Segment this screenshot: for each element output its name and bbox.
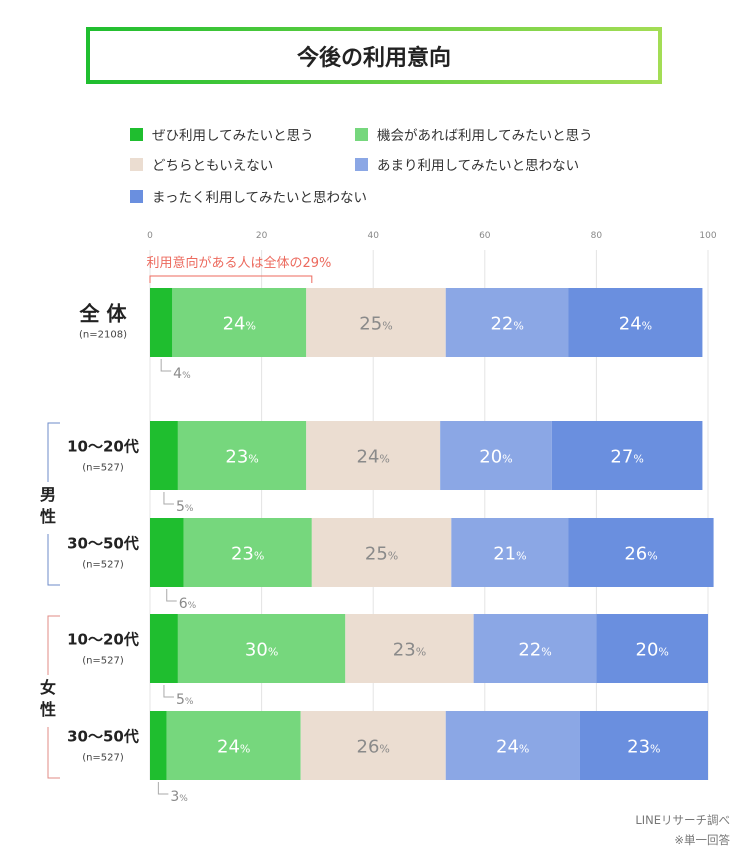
bar-segment xyxy=(445,711,580,780)
source-note: LINEリサーチ調べ xyxy=(635,813,730,827)
bar-segment xyxy=(150,421,178,490)
row-label: 10〜20代 xyxy=(67,438,139,456)
data-label: 23% xyxy=(231,544,264,565)
data-label: 4% xyxy=(173,366,191,382)
data-label: 26% xyxy=(624,544,657,565)
answer-note: ※単一回答 xyxy=(674,833,730,847)
callout-line xyxy=(160,359,172,372)
x-tick-label: 60 xyxy=(479,231,491,241)
legend-item: ぜひ利用してみたいと思う xyxy=(130,124,314,144)
x-tick-label: 0 xyxy=(147,231,153,241)
row-label: 30〜50代 xyxy=(67,535,139,553)
data-label: 5% xyxy=(176,692,194,708)
bar-segment xyxy=(172,288,307,357)
data-label: 23% xyxy=(393,640,426,661)
legend-swatch xyxy=(355,127,368,141)
legend-item: どちらともいえない xyxy=(130,154,273,174)
row-sample-size: (n=527) xyxy=(82,560,124,571)
bar-segment xyxy=(150,711,167,780)
legend-swatch xyxy=(130,189,143,203)
bar-segment xyxy=(183,518,312,587)
bar-segment xyxy=(445,288,569,357)
row-sample-size: (n=2108) xyxy=(79,330,127,341)
data-label: 27% xyxy=(610,447,643,468)
group-bracket xyxy=(47,727,60,779)
data-label: 25% xyxy=(365,544,398,565)
bar-segment xyxy=(568,288,703,357)
row-label: 10〜20代 xyxy=(67,631,139,649)
data-label: 22% xyxy=(518,640,551,661)
data-label: 26% xyxy=(357,737,390,758)
data-label: 24% xyxy=(496,737,529,758)
data-label: 24% xyxy=(217,737,250,758)
legend-item: 機会があれば利用してみたいと思う xyxy=(355,124,593,144)
legend-swatch xyxy=(130,127,143,141)
data-label: 23% xyxy=(225,447,258,468)
bar-segment xyxy=(345,614,474,683)
bar-segment xyxy=(579,711,708,780)
data-label: 3% xyxy=(170,789,188,805)
legend-item: まったく利用してみたいと思わない xyxy=(130,186,367,206)
bar-segment xyxy=(451,518,569,587)
bar-segment xyxy=(150,614,178,683)
row-label: 30〜50代 xyxy=(67,728,139,746)
data-label: 21% xyxy=(493,544,526,565)
legend-label: どちらともいえない xyxy=(152,158,274,174)
data-label: 25% xyxy=(359,314,392,335)
x-tick-label: 20 xyxy=(256,231,268,241)
data-label: 22% xyxy=(490,314,523,335)
bar-segment xyxy=(306,288,446,357)
callout-line xyxy=(166,589,177,602)
bar-segment xyxy=(177,421,307,490)
chart-title: 今後の利用意向 xyxy=(296,45,451,71)
x-tick-label: 100 xyxy=(699,231,716,241)
callout-line xyxy=(163,492,174,505)
legend-label: まったく利用してみたいと思わない xyxy=(152,190,368,206)
annotation-bracket xyxy=(149,275,313,283)
bar-segment xyxy=(306,421,441,490)
group-label: 女性 xyxy=(40,678,56,719)
annotation-text: 利用意向がある人は全体の29% xyxy=(146,255,331,271)
data-label: 5% xyxy=(176,499,194,515)
bar-segment xyxy=(551,421,703,490)
bar-segment xyxy=(150,288,173,357)
legend-label: 機会があれば利用してみたいと思う xyxy=(377,128,593,144)
legend-swatch xyxy=(130,157,143,171)
data-label: 6% xyxy=(179,596,197,612)
bar-segment xyxy=(177,614,346,683)
row-sample-size: (n=527) xyxy=(82,753,124,764)
bar-segment xyxy=(473,614,597,683)
x-tick-label: 80 xyxy=(591,231,603,241)
bar-segment xyxy=(596,614,708,683)
data-label: 24% xyxy=(619,314,652,335)
callout-line xyxy=(163,685,174,698)
callout-line xyxy=(157,782,169,795)
data-label: 30% xyxy=(245,640,278,661)
group-bracket xyxy=(47,615,60,675)
legend-swatch xyxy=(355,157,368,171)
bar-segment xyxy=(300,711,446,780)
row-sample-size: (n=527) xyxy=(82,656,124,667)
data-label: 20% xyxy=(636,640,669,661)
group-bracket xyxy=(47,534,60,586)
data-label: 24% xyxy=(357,447,390,468)
row-label: 全 体 xyxy=(79,302,128,326)
x-tick-label: 40 xyxy=(367,231,379,241)
data-label: 24% xyxy=(223,314,256,335)
row-sample-size: (n=527) xyxy=(82,463,124,474)
bar-segment xyxy=(166,711,301,780)
title-box: 今後の利用意向 xyxy=(86,27,662,84)
legend-label: ぜひ利用してみたいと思う xyxy=(152,128,314,144)
bar-segment xyxy=(150,518,184,587)
legend-label: あまり利用してみたいと思わない xyxy=(377,158,580,174)
legend-item: あまり利用してみたいと思わない xyxy=(355,154,579,174)
group-label: 男性 xyxy=(40,485,56,526)
bar-segment xyxy=(440,421,552,490)
group-bracket xyxy=(47,422,60,482)
bar-segment xyxy=(568,518,714,587)
data-label: 23% xyxy=(627,737,660,758)
data-label: 20% xyxy=(479,447,512,468)
bar-segment xyxy=(311,518,452,587)
